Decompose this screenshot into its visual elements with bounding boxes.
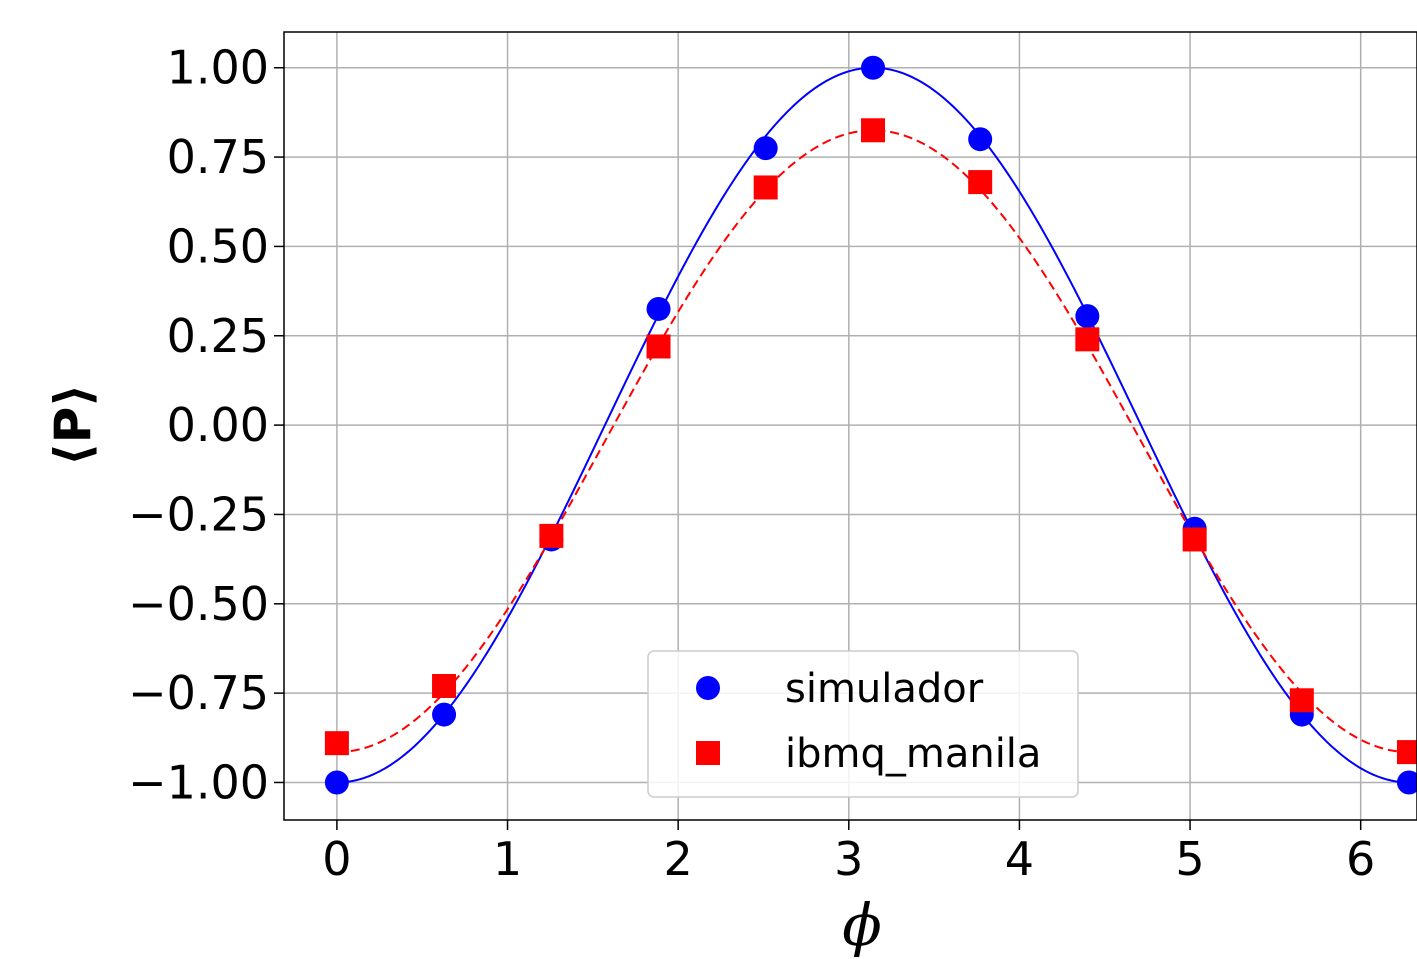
point-ibmq-manila: [1396, 740, 1417, 765]
legend: simulador ibmq_manila: [647, 650, 1079, 798]
legend-box: [647, 650, 1079, 798]
data-points: [324, 55, 1417, 795]
point-simulador: [1075, 304, 1100, 329]
x-axis-ticks: 0 1 2 3 4 5 6: [322, 820, 1375, 886]
point-simulador: [324, 770, 349, 795]
point-ibmq-manila: [432, 673, 457, 698]
point-simulador: [753, 136, 778, 161]
point-ibmq-manila: [753, 175, 778, 200]
plot-frame: [283, 31, 1417, 821]
fit-line-ibmq-manila: [336, 129, 1409, 754]
y-tick-label: 0.00: [167, 398, 269, 452]
point-ibmq-manila: [1182, 527, 1207, 552]
point-ibmq-manila: [968, 170, 993, 195]
y-axis-label: ⟨P⟩: [44, 384, 102, 466]
x-tick-label: 4: [1005, 832, 1034, 886]
point-ibmq-manila: [324, 731, 349, 756]
point-simulador: [432, 702, 457, 727]
x-tick-label: 5: [1175, 832, 1204, 886]
legend-label-ibmq-manila: ibmq_manila: [785, 731, 1041, 777]
point-ibmq-manila: [1289, 688, 1314, 713]
y-tick-label: 1.00: [167, 41, 269, 95]
legend-label-simulador: simulador: [785, 666, 984, 712]
point-ibmq-manila: [646, 334, 671, 359]
y-tick-label: −1.00: [128, 755, 269, 809]
y-tick-label: −0.75: [128, 666, 269, 720]
y-tick-label: 0.25: [167, 309, 269, 363]
y-tick-label: 0.50: [167, 219, 269, 273]
point-simulador: [1396, 770, 1417, 795]
x-tick-label: 1: [493, 832, 522, 886]
point-ibmq-manila: [539, 523, 564, 548]
x-tick-label: 3: [834, 832, 863, 886]
x-tick-label: 0: [322, 832, 351, 886]
y-axis-ticks: 1.00 0.75 0.50 0.25 0.00 −0.25 −0.50 −0.75 −1.00: [128, 41, 284, 809]
x-tick-label: 2: [664, 832, 693, 886]
y-tick-label: −0.25: [128, 487, 269, 541]
legend-marker-simulador: [696, 676, 720, 700]
point-simulador: [646, 296, 671, 321]
y-tick-label: −0.50: [128, 577, 269, 631]
point-simulador: [861, 55, 886, 80]
point-ibmq-manila: [861, 118, 886, 143]
point-ibmq-manila: [1075, 327, 1100, 352]
legend-marker-ibmq-manila: [696, 741, 720, 765]
x-tick-label: 6: [1346, 832, 1375, 886]
x-axis-label: ϕ: [842, 891, 882, 959]
y-tick-label: 0.75: [167, 130, 269, 184]
point-simulador: [968, 127, 993, 152]
